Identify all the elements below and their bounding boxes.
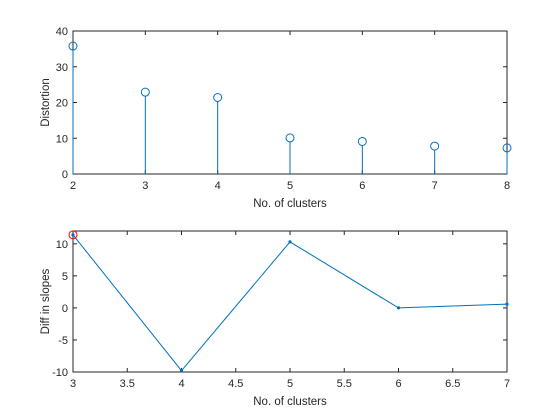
x-tick-label: 8 — [504, 180, 510, 192]
y-tick-label: 0 — [62, 169, 68, 181]
x-tick-label: 7 — [504, 378, 510, 390]
y-tick-label: 10 — [56, 133, 68, 145]
y-tick-label: 10 — [56, 239, 68, 251]
stem-marker — [68, 41, 78, 51]
stem-marker — [140, 87, 150, 97]
x-tick-label: 6 — [395, 378, 401, 390]
stem-marker — [285, 133, 295, 143]
y-axis-label: Distortion — [40, 78, 52, 127]
x-tick-label: 2 — [70, 180, 76, 192]
y-tick-label: 0 — [62, 303, 68, 315]
x-axis-label: No. of clusters — [253, 396, 327, 408]
y-axis-label: Diff in slopes — [40, 268, 52, 334]
x-tick-label: 5.5 — [337, 378, 352, 390]
data-point — [179, 369, 184, 373]
stem-marker — [357, 136, 367, 146]
y-tick-label: 5 — [62, 271, 68, 283]
highlight-marker — [68, 230, 78, 240]
stem-marker — [502, 143, 512, 153]
distortion-plot: 2 3 4 5 6 7 8 0 10 20 30 40 No. of clusters Distortio… — [40, 26, 512, 210]
x-tick-label: 4 — [215, 180, 221, 192]
y-tick-label: 40 — [56, 26, 68, 38]
x-tick-label: 3.5 — [120, 378, 135, 390]
y-tick-label: -5 — [58, 335, 68, 347]
data-point — [505, 302, 509, 306]
x-tick-label: 5 — [287, 180, 293, 192]
data-point — [396, 306, 401, 310]
x-axis-label: No. of clusters — [253, 198, 327, 210]
x-tick-label: 6 — [359, 180, 365, 192]
stem-marker — [430, 141, 440, 151]
x-tick-label: 7 — [432, 180, 438, 192]
y-tick-label: 20 — [56, 98, 68, 110]
stem-marker — [213, 92, 223, 102]
x-tick-label: 3 — [70, 378, 76, 390]
x-tick-label: 6.5 — [445, 378, 460, 390]
x-tick-label: 5 — [287, 378, 293, 390]
x-tick-label: 4.5 — [228, 378, 243, 390]
x-tick-label: 4 — [178, 378, 184, 390]
y-tick-label: -10 — [52, 367, 68, 379]
y-tick-label: 30 — [56, 62, 68, 74]
data-point — [288, 240, 292, 244]
x-tick-label: 3 — [142, 180, 148, 192]
slope-diff-plot: 3 3.5 4 4.5 5 5.5 6 6.5 7 -10 -5 0 5 10 No. of cluster… — [40, 230, 510, 408]
axes-frame — [72, 230, 508, 373]
data-point — [71, 233, 75, 237]
